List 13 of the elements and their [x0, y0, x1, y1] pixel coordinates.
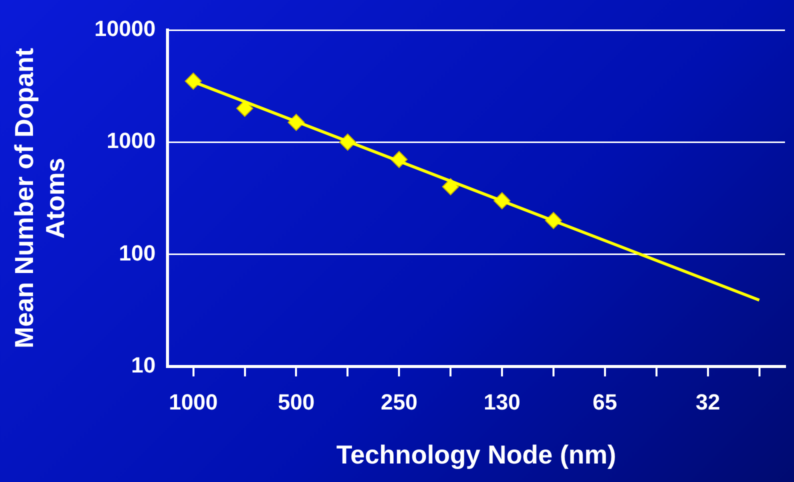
x-tick-label: 32: [696, 390, 720, 415]
x-tick-label: 500: [278, 390, 315, 415]
point: [236, 100, 254, 117]
y-tick-label: 10000: [94, 16, 156, 42]
y-tick-label: 100: [118, 240, 156, 266]
y-tick-label: 1000: [106, 128, 156, 154]
x-tick-label: 65: [592, 390, 618, 415]
x-tick-label: 130: [484, 390, 520, 415]
x-tick-label: 1000: [168, 390, 218, 415]
y-tick-label: 10: [131, 352, 156, 378]
x-axis-title: Technology Node (nm): [336, 440, 616, 470]
x-tick-label: 250: [380, 390, 418, 415]
y-axis-title: Mean Number of Dopant Atoms: [8, 48, 70, 348]
